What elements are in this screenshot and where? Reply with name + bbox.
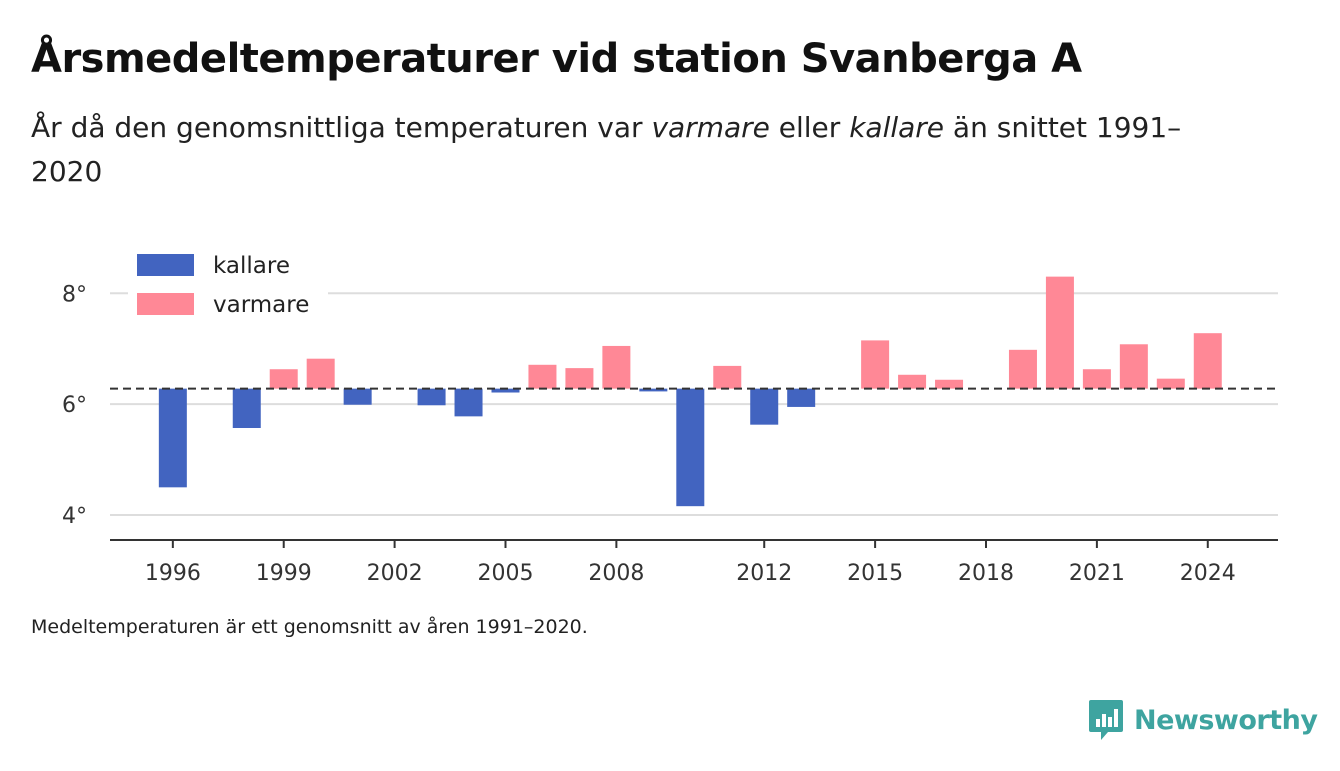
subtitle-emphasis-warmer: varmare: [651, 111, 770, 144]
bar-kallare-2009: [639, 388, 668, 392]
chart-title: Årsmedeltemperaturer vid station Svanber…: [31, 36, 1082, 82]
brand-name: Newsworthy: [1134, 704, 1318, 736]
subtitle-text-3: än snittet 1991–2020: [31, 111, 1182, 188]
y-tick-label: 6°: [62, 393, 87, 418]
bar-kallare-2004: [454, 388, 483, 417]
x-tick-label: 2024: [1180, 561, 1236, 586]
legend-label-kallare: kallare: [213, 253, 290, 279]
bar-kallare-1998: [232, 388, 261, 428]
subtitle-emphasis-colder: kallare: [849, 111, 945, 144]
x-tick-label: 2002: [367, 561, 423, 586]
bar-varmare-2006: [528, 364, 557, 389]
y-tick-label: 8°: [62, 282, 87, 307]
bar-varmare-2016: [898, 374, 927, 389]
bar-varmare-2007: [565, 368, 594, 389]
x-tick-label: 2005: [477, 561, 533, 586]
bar-varmare-2022: [1119, 344, 1148, 389]
footnote: Medeltemperaturen är ett genomsnitt av å…: [31, 616, 588, 638]
x-tick-label: 1999: [256, 561, 312, 586]
legend-swatch-kallare: [137, 254, 194, 276]
bar-varmare-2019: [1008, 349, 1037, 389]
x-tick-label: 2021: [1069, 561, 1125, 586]
bar-varmare-2000: [306, 358, 335, 389]
bar-kallare-2010: [676, 388, 705, 507]
bar-varmare-2015: [861, 340, 890, 389]
bar-kallare-2005: [491, 388, 520, 393]
temperature-bar-chart: 4° 6° 8° 1996 1999 2002 2005 2008 2012 2015 2018 20…: [62, 242, 1278, 586]
bar-kallare-2012: [750, 388, 779, 425]
x-tick-label: 2008: [588, 561, 644, 586]
chart-subtitle: År då den genomsnittliga temperaturen va…: [31, 106, 1231, 194]
x-tick-label: 2012: [736, 561, 792, 586]
bar-varmare-2024: [1193, 333, 1222, 389]
bar-kallare-2003: [417, 388, 446, 406]
bar-varmare-2023: [1156, 378, 1185, 389]
legend-swatch-varmare: [137, 293, 194, 315]
bar-varmare-2008: [602, 345, 631, 389]
x-tick-label: 1996: [145, 561, 201, 586]
newsworthy-logo-icon: [1089, 700, 1123, 740]
subtitle-text-2: eller: [769, 111, 850, 144]
brand-logo[interactable]: Newsworthy: [1088, 697, 1318, 743]
bar-kallare-1996: [158, 388, 187, 488]
y-tick-label: 4°: [62, 504, 87, 529]
bar-varmare-2020: [1045, 276, 1074, 389]
bar-varmare-2021: [1082, 369, 1111, 389]
bar-varmare-1999: [269, 369, 298, 389]
bar-varmare-2011: [713, 365, 742, 389]
bar-kallare-2001: [343, 388, 372, 405]
x-tick-label: 2015: [847, 561, 903, 586]
subtitle-text-1: År då den genomsnittliga temperaturen va…: [31, 111, 652, 144]
bar-kallare-2013: [787, 388, 816, 407]
legend-label-varmare: varmare: [213, 292, 309, 318]
x-tick-label: 2018: [958, 561, 1014, 586]
bar-varmare-2017: [935, 379, 964, 389]
